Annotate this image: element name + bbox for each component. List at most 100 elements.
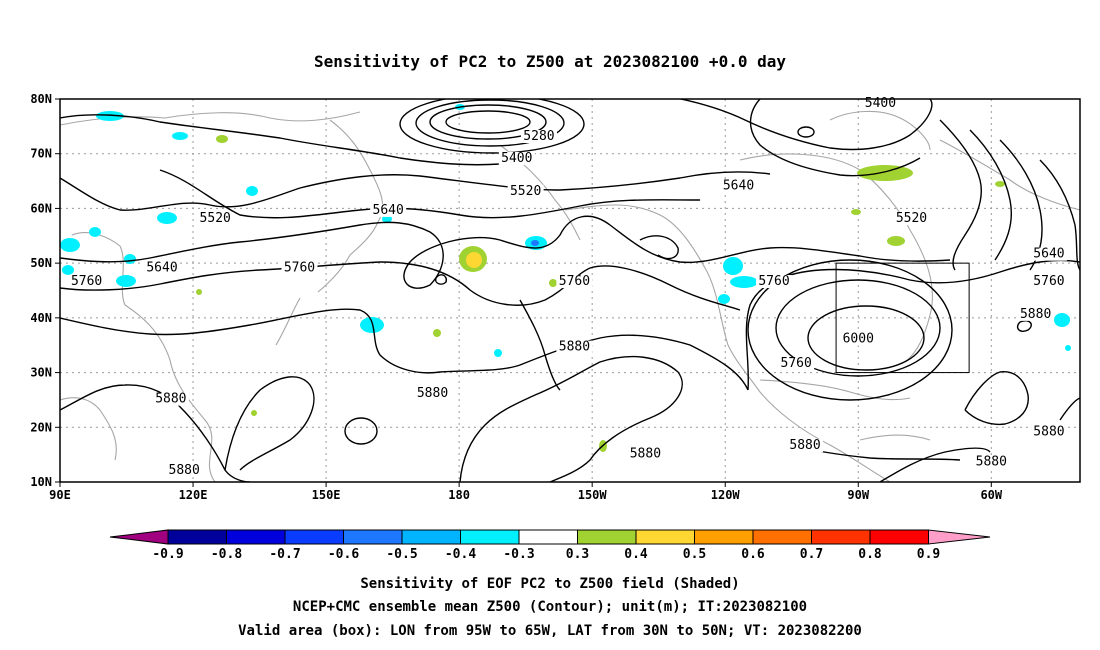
contour-label-bg: [520, 130, 557, 144]
coastlines: [60, 110, 1080, 482]
lat-tick-label: 60N: [30, 201, 52, 215]
longitude-axis: 90E 120E 150E 180 150W 120W 90W 60W: [49, 482, 1003, 502]
contour-label-bg: [1017, 307, 1054, 321]
contour-label: 5880: [155, 392, 186, 407]
colorbar-segment: [167, 529, 227, 545]
contour-label-bg: [778, 357, 815, 371]
shade-patch: [124, 254, 136, 264]
colorbar-label: 0.7: [800, 547, 823, 562]
map-frame: [59, 98, 1081, 483]
contour-label: 5280: [523, 129, 554, 144]
contour-label: 5520: [200, 211, 231, 226]
grid-lines: [60, 99, 1080, 482]
caption-line-1: Sensitivity of EOF PC2 to Z500 field (Sh…: [360, 576, 739, 592]
lat-tick-label: 40N: [30, 311, 52, 325]
shade-patch: [89, 227, 101, 237]
contour-label-bg: [720, 179, 757, 193]
contour-label: 5640: [146, 260, 177, 275]
contour-label-bg: [152, 392, 189, 406]
contour-label: 5640: [373, 203, 404, 218]
contour-label: 5880: [1033, 424, 1064, 439]
colorbar-segment: [635, 529, 695, 545]
map-panel: 5280 5400 5520 5400 5640 5520 5640 5520 5640 5760…: [30, 92, 1081, 502]
shade-patch: [723, 257, 743, 275]
lat-tick-label: 70N: [30, 147, 52, 161]
valid-area-box: [835, 262, 970, 374]
contour-label-bg: [1030, 275, 1067, 289]
contour-label-bg: [281, 261, 318, 275]
colorbar-segment: [343, 529, 403, 545]
shade-patch: [730, 276, 758, 288]
contour-label: 5400: [501, 151, 532, 166]
colorbar-segment: [518, 529, 578, 545]
contour-label: 5520: [510, 184, 541, 199]
contour-label-bg: [893, 212, 930, 226]
colorbar-segment: [694, 529, 754, 545]
contour-label: 5760: [284, 260, 315, 275]
lat-tick-label: 30N: [30, 366, 52, 380]
colorbar-extend-high: [928, 529, 991, 545]
contour-label: 5400: [865, 96, 896, 111]
colorbar-label: -0.4: [445, 547, 476, 562]
colorbar-label: 0.5: [683, 547, 706, 562]
lon-tick-label: 90E: [49, 488, 71, 502]
lat-tick-label: 10N: [30, 475, 52, 489]
contour-label-bg: [862, 97, 899, 111]
colorbar-segment: [811, 529, 871, 545]
colorbar-segment: [752, 529, 812, 545]
colorbar-extend-low: [109, 529, 169, 545]
shade-patch: [60, 238, 80, 252]
shade-patch: [1054, 313, 1070, 327]
shade-patch: [172, 132, 188, 140]
shade-patch: [216, 135, 228, 143]
contour-labels: 5280 5400 5520 5400 5640 5520 5640 5520 5640 5760…: [68, 96, 1067, 478]
shade-patch: [857, 165, 913, 181]
colorbar-segment: [284, 529, 344, 545]
colorbar-segment: [460, 529, 520, 545]
figure-title: Sensitivity of PC2 to Z500 at 2023082100…: [314, 52, 786, 71]
z500-contours: [60, 99, 1080, 482]
shade-patch: [718, 294, 730, 304]
shade-patch: [96, 111, 124, 121]
shade-patch: [1065, 345, 1071, 351]
contour-label-bg: [197, 212, 234, 226]
colorbar-segment: [226, 529, 286, 545]
lon-tick-label: 150W: [578, 488, 608, 502]
lon-tick-label: 60W: [980, 488, 1002, 502]
contour-label: 5880: [169, 463, 200, 478]
colorbar-label: -0.7: [269, 547, 300, 562]
contour-label-bg: [556, 340, 593, 354]
contour-label-bg: [787, 439, 824, 453]
shade-patch: [549, 279, 557, 287]
contour-label-bg: [414, 387, 451, 401]
shade-patch: [196, 289, 202, 295]
caption-line-2: NCEP+CMC ensemble mean Z500 (Contour); u…: [293, 599, 807, 615]
shade-patch: [851, 209, 861, 215]
contour-label: 5880: [630, 446, 661, 461]
colorbar-label: -0.3: [503, 547, 534, 562]
shade-patch: [62, 265, 74, 275]
contour-label: 5880: [559, 340, 590, 355]
sensitivity-shading: [60, 104, 1071, 452]
shade-patch: [157, 212, 177, 224]
lat-tick-label: 50N: [30, 256, 52, 270]
contour-label: 5760: [758, 274, 789, 289]
colorbar-label: -0.9: [152, 547, 183, 562]
colorbar-label: 0.3: [566, 547, 589, 562]
contour-label-bg: [840, 332, 877, 346]
caption-line-3: Valid area (box): LON from 95W to 65W, L…: [238, 623, 862, 639]
colorbar-label: 0.8: [858, 547, 882, 562]
contour-label-bg: [556, 275, 593, 289]
shade-patch: [433, 329, 441, 337]
shade-patch: [995, 181, 1005, 187]
colorbar-segment: [869, 529, 929, 545]
shade-patch: [887, 236, 905, 246]
shade-patch: [466, 252, 482, 268]
contour-label-bg: [370, 203, 407, 217]
contour-label: 5760: [71, 274, 102, 289]
contour-label-bg: [756, 275, 792, 289]
contour-label: 6000: [843, 331, 874, 346]
contour-label: 5880: [976, 455, 1007, 470]
contour-label-bg: [498, 151, 535, 165]
